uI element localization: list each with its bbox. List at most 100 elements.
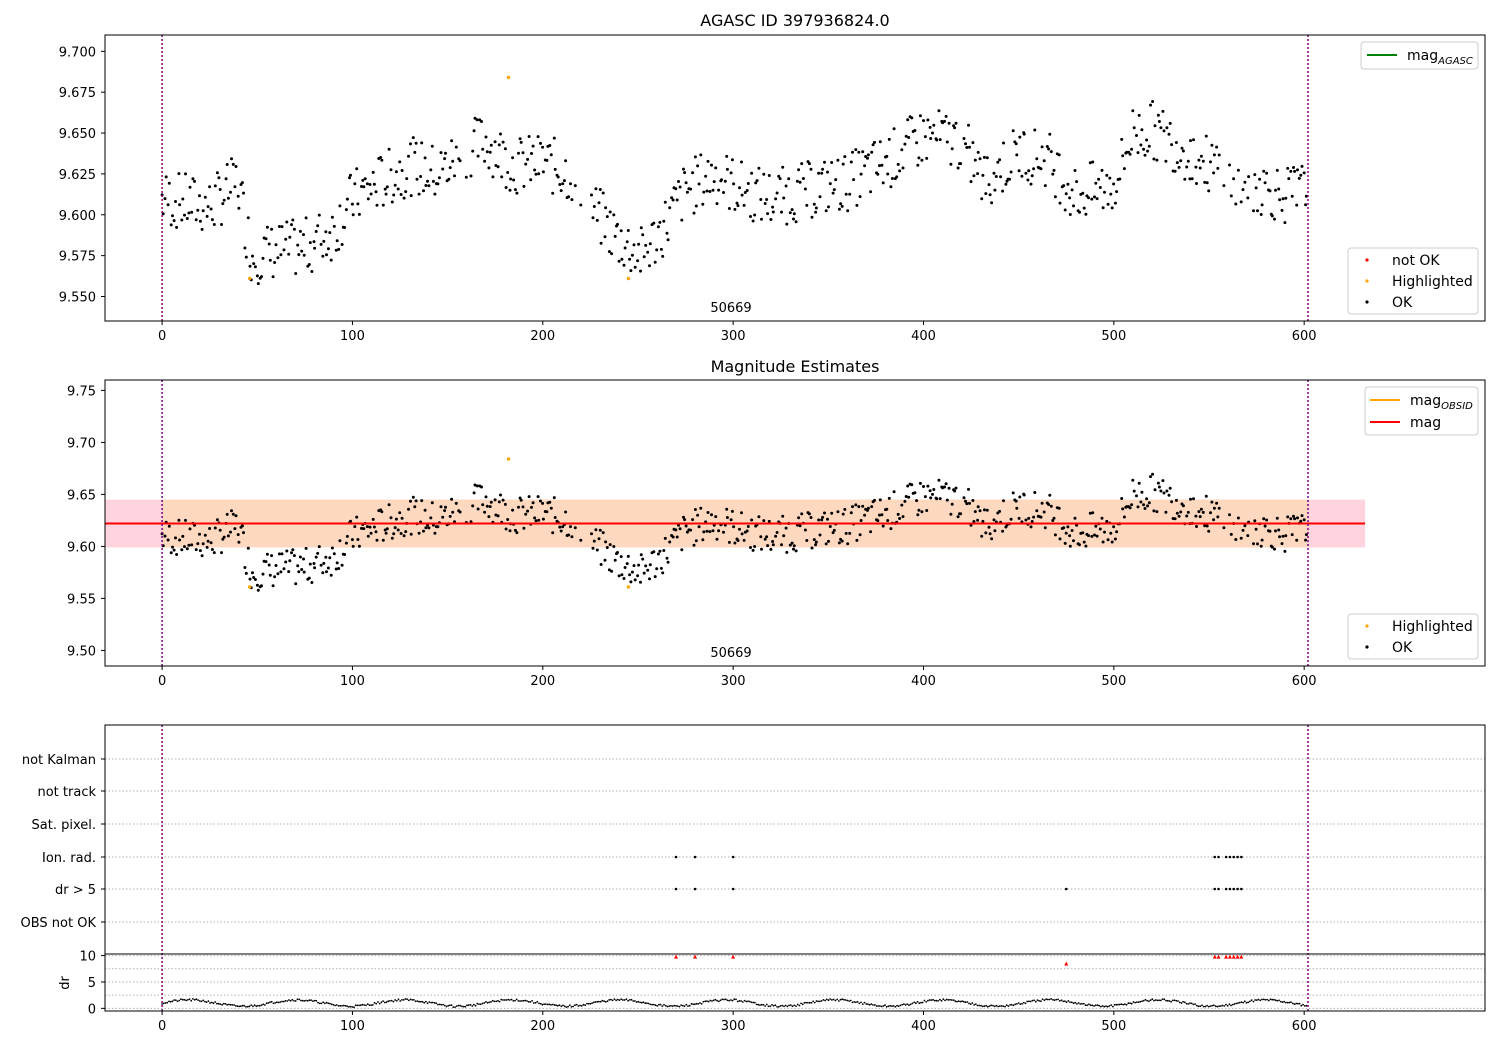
dr-point xyxy=(860,1001,862,1004)
ok-point xyxy=(437,176,441,180)
ok-point xyxy=(387,503,391,507)
ok-point xyxy=(279,570,283,574)
dr-point xyxy=(651,1003,653,1006)
dr-point xyxy=(1204,1005,1207,1008)
x-tick-label: 200 xyxy=(530,674,555,689)
ok-point xyxy=(501,140,505,144)
ok-point xyxy=(206,205,210,209)
ok-point xyxy=(1011,129,1015,133)
dr-point xyxy=(464,1005,467,1008)
dr-point xyxy=(1146,999,1148,1002)
ok-point xyxy=(907,136,911,139)
ok-point xyxy=(541,517,545,521)
ok-point xyxy=(1142,147,1146,151)
dr-point xyxy=(819,1000,821,1003)
ok-point xyxy=(920,510,924,514)
dr-point xyxy=(1154,999,1157,1001)
dr-point xyxy=(556,1004,559,1007)
ok-point xyxy=(722,530,725,534)
ok-point xyxy=(708,190,712,193)
dr-point xyxy=(976,1004,979,1007)
y-tick-label: 9.65 xyxy=(67,488,96,503)
ok-point xyxy=(1210,500,1214,504)
ok-point xyxy=(674,528,678,532)
dr-point xyxy=(1153,999,1155,1002)
dr-point xyxy=(252,1005,254,1008)
ok-point xyxy=(274,243,278,247)
dr-point xyxy=(486,1001,489,1004)
ok-point xyxy=(1082,206,1086,210)
ok-point xyxy=(711,529,715,533)
dr-point xyxy=(305,999,307,1002)
ok-point xyxy=(1252,209,1255,213)
ok-point xyxy=(782,196,786,200)
ok-point xyxy=(1057,153,1061,157)
ok-point xyxy=(1262,169,1266,173)
ok-point xyxy=(896,162,900,166)
dr-point xyxy=(623,999,626,1001)
ok-point xyxy=(1062,184,1066,188)
ok-point xyxy=(334,248,338,252)
dr-point xyxy=(476,1002,479,1005)
ok-point xyxy=(1284,534,1288,538)
ok-point xyxy=(641,233,645,237)
ok-point xyxy=(284,237,288,241)
dr-point xyxy=(413,999,415,1001)
ok-point xyxy=(693,508,697,511)
ok-point xyxy=(801,177,805,180)
ok-point xyxy=(268,573,272,577)
ok-point xyxy=(959,162,963,166)
dr-point xyxy=(406,998,408,1001)
ok-point xyxy=(881,524,885,528)
ok-point xyxy=(385,527,389,531)
x-tick-label: 300 xyxy=(721,329,746,344)
ok-point xyxy=(903,499,907,503)
y-tick-label: 9.575 xyxy=(59,250,96,265)
ok-point xyxy=(926,484,930,488)
ok-point xyxy=(1093,533,1096,537)
ok-point xyxy=(291,548,295,552)
ok-point xyxy=(521,151,525,155)
ok-point xyxy=(564,159,568,163)
ok-point xyxy=(429,516,433,520)
ok-point xyxy=(1296,516,1299,520)
dr-point xyxy=(467,1004,470,1007)
dr-point xyxy=(957,1000,960,1002)
dr-point xyxy=(207,1000,210,1002)
flag-markers xyxy=(674,855,1243,891)
ok-point xyxy=(252,262,256,266)
dr-point xyxy=(1010,1003,1013,1006)
dr-point xyxy=(1137,1001,1140,1003)
ok-point xyxy=(1229,532,1233,536)
ok-point xyxy=(782,534,786,538)
ok-point xyxy=(1265,171,1269,175)
ok-point xyxy=(308,241,312,245)
dr-point xyxy=(870,1003,873,1005)
dr-point xyxy=(365,1004,367,1007)
ok-point xyxy=(390,200,394,204)
dr-point xyxy=(827,999,830,1002)
ok-point xyxy=(476,154,480,158)
dr-point xyxy=(700,1003,703,1005)
dr-point xyxy=(812,1000,814,1003)
ok-point xyxy=(1049,504,1053,508)
ok-point xyxy=(725,516,729,519)
dr-point xyxy=(481,1002,484,1005)
dr-outlier-marker xyxy=(1216,954,1221,959)
ok-point xyxy=(869,190,873,194)
ok-point xyxy=(274,564,278,567)
ok-point xyxy=(220,223,223,226)
dr-point xyxy=(334,1004,336,1007)
ok-point xyxy=(180,218,184,222)
dr-point xyxy=(579,1004,581,1007)
ok-point xyxy=(1201,159,1205,163)
ok-point xyxy=(637,242,641,246)
ok-point xyxy=(751,219,755,223)
ok-point xyxy=(1094,181,1098,185)
ok-point xyxy=(353,182,357,186)
dr-outlier-marker xyxy=(1064,961,1069,966)
ok-point xyxy=(1049,150,1053,154)
ok-point xyxy=(803,187,807,191)
ok-point xyxy=(870,150,874,154)
dr-point xyxy=(495,1000,498,1003)
